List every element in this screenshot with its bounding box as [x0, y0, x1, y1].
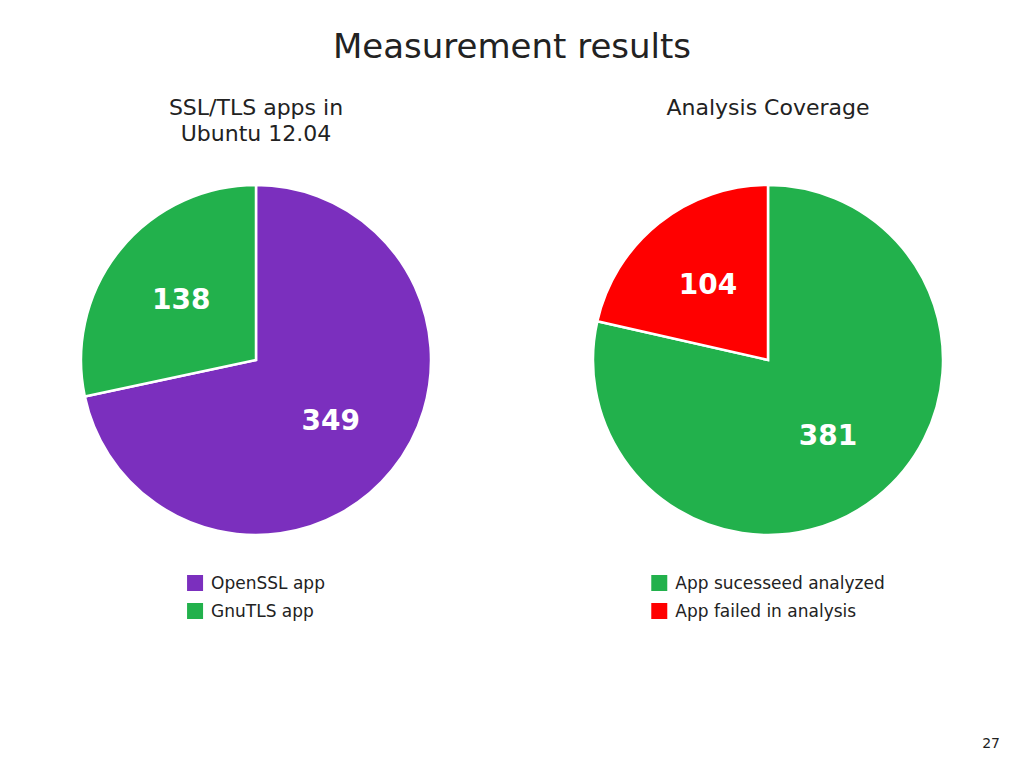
legend-swatch: [651, 575, 667, 591]
legend-swatch: [187, 575, 203, 591]
legend-item: GnuTLS app: [187, 601, 314, 621]
annotation: 27: [982, 735, 1000, 751]
subtitle: SSL/TLS apps inUbuntu 12.04: [169, 95, 343, 146]
legend-swatch: [651, 603, 667, 619]
legend-label: GnuTLS app: [211, 601, 314, 621]
chart-root: Measurement results 27 SSL/TLS apps inUbun…: [0, 0, 1024, 768]
title: Measurement results: [333, 26, 691, 66]
legend-item: App failed in analysis: [651, 601, 856, 621]
subtitle-line: SSL/TLS apps in: [169, 95, 343, 120]
data-label: 138: [152, 283, 210, 316]
legend: App sucesseed analyzed App failed in anal…: [651, 573, 884, 621]
pie-slice: [593, 185, 943, 535]
legend-label: OpenSSL app: [211, 573, 325, 593]
data-label: 349: [302, 404, 360, 437]
pie: 381 104: [593, 185, 943, 535]
legend-item: OpenSSL app: [187, 573, 325, 593]
subtitle-line: Ubuntu 12.04: [181, 121, 332, 146]
legend-item: App sucesseed analyzed: [651, 573, 884, 593]
pie-chart: Analysis Coverage 381 104 App sucesseed ana…: [593, 95, 943, 621]
pie-chart: SSL/TLS apps inUbuntu 12.04 349 138 OpenSSL…: [81, 95, 431, 621]
subtitle-line: Analysis Coverage: [666, 95, 869, 120]
pie-slice: [81, 185, 256, 396]
legend-label: App sucesseed analyzed: [675, 573, 884, 593]
data-label: 104: [679, 268, 737, 301]
pie-slice: [597, 185, 768, 360]
subtitle: Analysis Coverage: [666, 95, 869, 120]
legend-swatch: [187, 603, 203, 619]
legend-label: App failed in analysis: [675, 601, 856, 621]
pie: 349 138: [81, 185, 431, 535]
legend: OpenSSL app GnuTLS app: [187, 573, 325, 621]
data-label: 381: [799, 419, 857, 452]
